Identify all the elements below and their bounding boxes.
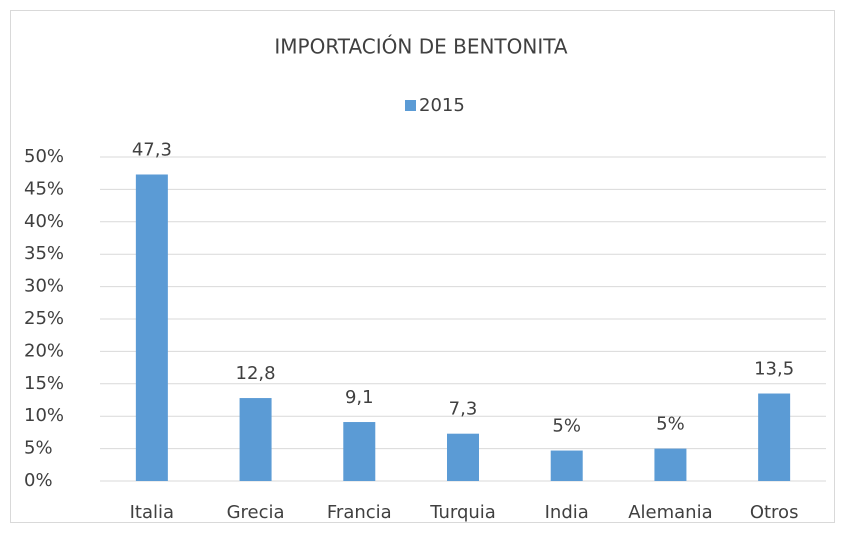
bar [447, 433, 479, 481]
x-tick-label: Otros [750, 502, 799, 523]
y-tick-label: 5% [24, 438, 53, 459]
y-tick-label: 20% [24, 340, 64, 361]
chart-border [10, 10, 835, 523]
y-tick-label: 35% [24, 243, 64, 264]
y-tick-label: 30% [24, 276, 64, 297]
chart-title: IMPORTACIÓN DE BENTONITA [274, 35, 568, 59]
bar [239, 398, 272, 481]
data-label: 47,3 [132, 139, 172, 160]
y-tick-label: 25% [24, 308, 64, 329]
data-label: 7,3 [449, 399, 478, 420]
x-tick-label: Italia [130, 502, 174, 523]
data-label: 5% [552, 416, 581, 437]
x-tick-label: Francia [327, 502, 392, 523]
data-label: 5% [656, 414, 685, 435]
bar [654, 448, 687, 481]
data-label: 13,5 [754, 359, 794, 380]
legend-swatch [405, 100, 416, 111]
bar [135, 174, 168, 481]
y-tick-label: 45% [24, 178, 64, 199]
bar [550, 450, 583, 481]
x-tick-label: Alemania [628, 502, 712, 523]
bar [758, 393, 791, 481]
y-tick-label: 0% [24, 470, 53, 491]
y-tick-label: 50% [24, 146, 64, 167]
x-tick-label: Grecia [227, 502, 285, 523]
data-label: 12,8 [236, 363, 276, 384]
legend-label: 2015 [419, 95, 465, 116]
x-tick-label: India [545, 502, 589, 523]
y-tick-label: 40% [24, 211, 64, 232]
data-label: 9,1 [345, 387, 374, 408]
bar [343, 422, 376, 481]
x-tick-label: Turquia [429, 502, 496, 523]
y-tick-label: 15% [24, 373, 64, 394]
y-tick-label: 10% [24, 405, 64, 426]
